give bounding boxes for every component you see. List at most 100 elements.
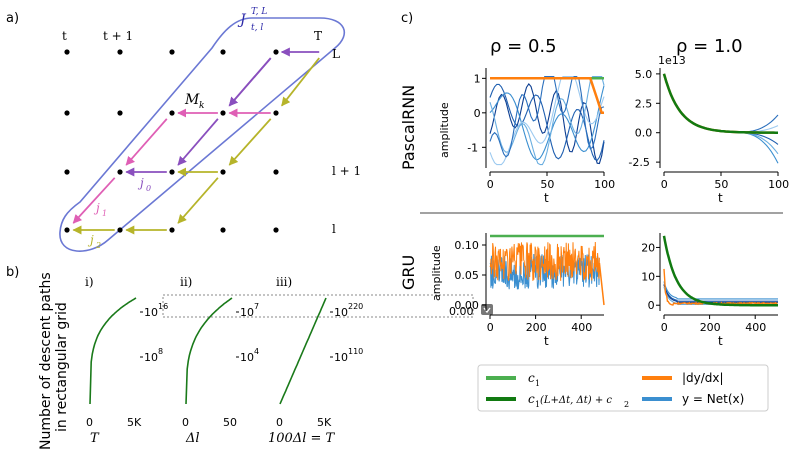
ytick-label: 10 — [641, 270, 655, 283]
legend: c 1 c 1 (L+Δt, Δt) + c 2 |dy/dx| y = Net… — [477, 364, 769, 412]
xtick-0: 0 — [182, 416, 189, 429]
ytick-label: 2.5 — [635, 97, 653, 110]
legend-label-net: y = Net(x) — [682, 392, 744, 406]
ytick-mid: 10 — [240, 351, 254, 364]
xtick-label: 0 — [487, 178, 494, 191]
ytick-label: 0.0 — [635, 127, 653, 140]
series-dydx — [490, 77, 604, 115]
ytick-mid-exp: 4 — [254, 347, 259, 356]
xtick-label: 200 — [526, 321, 547, 334]
xlabel: T — [90, 431, 100, 446]
ytick-label: -2.5 — [628, 156, 649, 169]
top-label-t-plus-1: t + 1 — [103, 29, 133, 43]
ytick-top: 10 — [334, 306, 348, 319]
panel-label-c: c) — [401, 11, 413, 26]
row-label-gru: GRU — [399, 255, 418, 290]
arrow-j1-3 — [72, 177, 116, 224]
ytick-top: 10 — [240, 306, 254, 319]
arrow-j2-2 — [228, 118, 272, 166]
grid-dot — [220, 110, 226, 116]
path-label-j0: j — [137, 176, 144, 190]
ylabel: amplitude — [438, 102, 451, 158]
region-label-sub: t, l — [251, 23, 263, 33]
xtick-label: 50 — [540, 178, 554, 191]
xtick-label: 0 — [661, 178, 668, 191]
ytick-top-exp: 16 — [158, 302, 168, 311]
chart-2: 0 50 100 t 5.0 2.5 0.0 -2.5 1e13 — [628, 54, 789, 205]
sub-label-ii: ii) — [180, 275, 192, 289]
xtick-label: 200 — [700, 321, 721, 334]
arrow-j0-5 — [228, 57, 272, 107]
grid-dot — [117, 110, 123, 116]
net-output-line — [489, 76, 605, 166]
series-binomial — [662, 235, 778, 307]
ytick-mid-exp: 8 — [158, 347, 163, 356]
ytick-label: 5.0 — [635, 68, 653, 81]
path-label-j1: j — [93, 201, 100, 215]
net-output-line — [663, 283, 778, 302]
panel-b-ylabel-line2: in rectangular grid — [54, 302, 70, 432]
ylabel: amplitude — [430, 245, 443, 301]
grid-dot — [169, 110, 175, 116]
panel-label-b: b) — [6, 265, 19, 280]
region-label: J T, L t, l — [237, 7, 267, 33]
xtick-0: 0 — [276, 416, 283, 429]
xtick-label: 0 — [487, 321, 494, 334]
xtick-label: 100 — [768, 178, 789, 191]
offset-text: 1e13 — [658, 54, 686, 67]
legend-label-binomial-extra: (L+Δt, Δt) + c — [540, 395, 612, 406]
grid-dot — [64, 169, 70, 175]
xlabel: 100Δl = T — [268, 431, 336, 446]
arrow-j2-3 — [177, 177, 219, 224]
ytick-label: 1 — [474, 72, 481, 85]
tooltip-value: 0.00 — [449, 305, 474, 318]
panel-label-a: a) — [6, 11, 19, 26]
tooltip-dropdown-button[interactable] — [481, 304, 493, 315]
ytick-label: 20 — [641, 241, 655, 254]
xlabel: t — [544, 191, 549, 205]
panel-b-descent-path-counts: Number of descent paths in rectangular g… — [38, 272, 493, 450]
path-label-j0-sub: 0 — [146, 184, 151, 193]
right-label-l-plus-1: l + 1 — [332, 164, 361, 178]
grid-dot — [169, 49, 175, 55]
ytick-label: -1 — [467, 141, 478, 154]
legend-label-binomial-sub2: 2 — [624, 400, 629, 409]
col-title-rho-05: ρ = 0.5 — [490, 36, 557, 57]
ytick-top: 10 — [144, 306, 158, 319]
net-output-line — [663, 73, 779, 133]
region-label-base: J — [237, 12, 247, 28]
path-label-j2-sub: 2 — [95, 241, 101, 250]
net-output-line — [489, 76, 605, 158]
row-label-pascalrnn: PascalRNN — [399, 85, 418, 170]
grid-dot — [273, 110, 279, 116]
grid-dot — [220, 227, 226, 233]
ytick-mid: 10 — [334, 351, 348, 364]
ytick-mid: 10 — [144, 351, 158, 364]
ytick-label: 0 — [648, 299, 655, 312]
arrow-j0-3 — [177, 118, 219, 166]
ytick-top-exp: 7 — [254, 302, 259, 311]
legend-label-dydx: |dy/dx| — [682, 371, 724, 385]
chart-3: 0 200 400 t 0.10 0.05 0.00 amplitude — [430, 233, 605, 348]
legend-label-c1-sub: 1 — [535, 379, 540, 388]
net-output-line — [663, 281, 778, 300]
xtick-label: 50 — [714, 178, 728, 191]
selection-rect — [162, 294, 474, 318]
panel-b-ylabel-line1: Number of descent paths — [38, 272, 54, 450]
right-label-L: L — [332, 47, 340, 61]
grid-dot — [64, 110, 70, 116]
grid-dot — [220, 49, 226, 55]
growth-curve-1 — [89, 297, 137, 405]
legend-label-binomial-sub: 1 — [535, 400, 540, 409]
path-label-j2: j — [87, 233, 94, 247]
series-dydx — [489, 241, 600, 281]
growth-curve-3 — [279, 297, 327, 405]
grid-dot — [117, 49, 123, 55]
xtick-1: 5K — [127, 416, 142, 429]
growth-curve-2 — [185, 297, 233, 405]
right-label-l: l — [332, 222, 336, 236]
ytick-label: 0.00 — [454, 299, 479, 312]
